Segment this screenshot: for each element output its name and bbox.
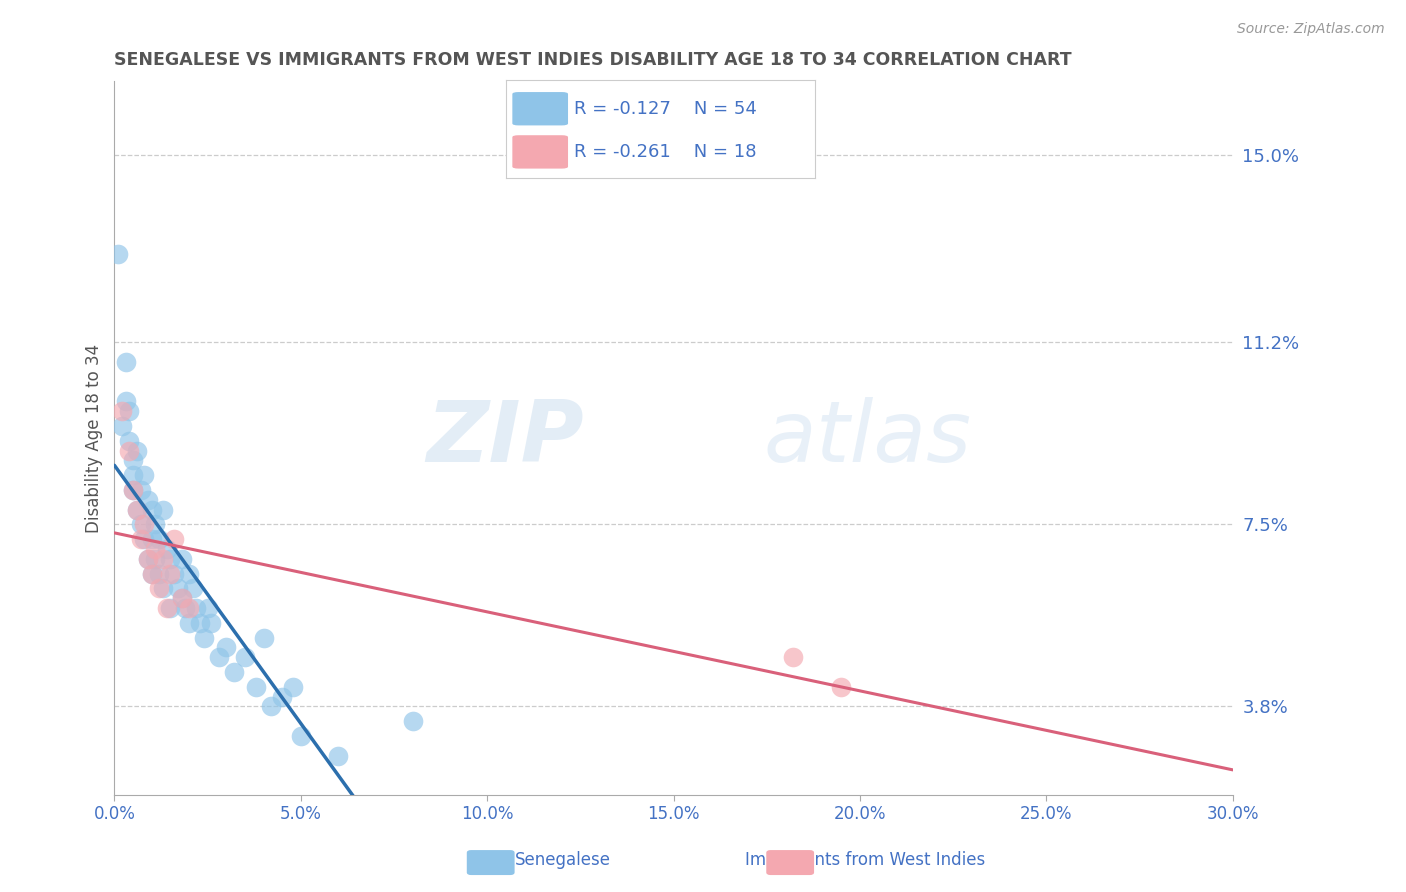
Point (152, 502, 174, 516)
Point (260, 699, 283, 714)
Point (122, 483, 145, 497)
Point (114, 355, 136, 369)
Text: R = -0.127    N = 54: R = -0.127 N = 54 (574, 100, 756, 118)
Point (125, 443, 148, 458)
Point (233, 650, 256, 665)
Point (114, 394, 136, 409)
Point (148, 532, 170, 546)
Point (107, 246, 129, 260)
Point (118, 434, 141, 448)
Point (129, 532, 152, 546)
Point (134, 468, 156, 483)
Point (152, 582, 174, 596)
Point (141, 566, 163, 581)
Point (145, 551, 167, 566)
Text: Immigrants from West Indies: Immigrants from West Indies (745, 851, 984, 869)
Point (166, 582, 188, 596)
Point (326, 748, 349, 763)
FancyBboxPatch shape (512, 136, 568, 169)
Point (145, 541, 167, 556)
Point (148, 566, 170, 581)
Point (125, 502, 148, 516)
Point (197, 601, 219, 615)
Point (174, 601, 197, 615)
Point (170, 591, 193, 606)
Point (181, 582, 204, 596)
Point (145, 517, 167, 532)
Text: ZIP: ZIP (426, 397, 583, 480)
Point (118, 443, 141, 458)
Point (136, 551, 159, 566)
Point (122, 468, 145, 483)
Point (129, 483, 152, 497)
Text: SENEGALESE VS IMMIGRANTS FROM WEST INDIES DISABILITY AGE 18 TO 34 CORRELATION CH: SENEGALESE VS IMMIGRANTS FROM WEST INDIE… (114, 51, 1071, 69)
Point (159, 551, 181, 566)
Point (188, 615, 211, 630)
Point (155, 601, 177, 615)
Point (125, 502, 148, 516)
Point (148, 582, 170, 596)
Point (782, 650, 804, 665)
Point (159, 601, 181, 615)
Y-axis label: Disability Age 18 to 34: Disability Age 18 to 34 (86, 343, 103, 533)
Point (170, 551, 193, 566)
Point (111, 418, 134, 433)
Text: Source: ZipAtlas.com: Source: ZipAtlas.com (1237, 22, 1385, 37)
Point (222, 665, 245, 679)
Point (136, 551, 159, 566)
Point (159, 566, 181, 581)
Point (252, 631, 274, 645)
Point (134, 517, 156, 532)
Text: atlas: atlas (763, 397, 972, 480)
Point (141, 502, 163, 516)
Point (200, 615, 222, 630)
Point (271, 690, 294, 704)
Point (193, 631, 215, 645)
Point (177, 615, 200, 630)
Point (186, 601, 208, 615)
Text: R = -0.261    N = 18: R = -0.261 N = 18 (574, 143, 756, 161)
Point (163, 566, 186, 581)
Point (283, 680, 305, 694)
Point (177, 566, 200, 581)
Text: Senegalese: Senegalese (515, 851, 610, 869)
Point (134, 532, 156, 546)
Point (177, 601, 200, 615)
Point (290, 729, 312, 743)
Point (118, 404, 141, 418)
Point (141, 566, 163, 581)
Point (830, 680, 852, 694)
Point (401, 714, 423, 729)
Point (155, 541, 177, 556)
Point (122, 453, 145, 467)
Point (170, 591, 193, 606)
Point (215, 640, 238, 655)
Point (122, 483, 145, 497)
Point (208, 650, 231, 665)
Point (163, 532, 186, 546)
Point (245, 680, 267, 694)
Point (136, 492, 159, 507)
FancyBboxPatch shape (512, 92, 568, 126)
Point (129, 517, 152, 532)
Point (141, 532, 163, 546)
Point (152, 551, 174, 566)
Point (111, 404, 134, 418)
